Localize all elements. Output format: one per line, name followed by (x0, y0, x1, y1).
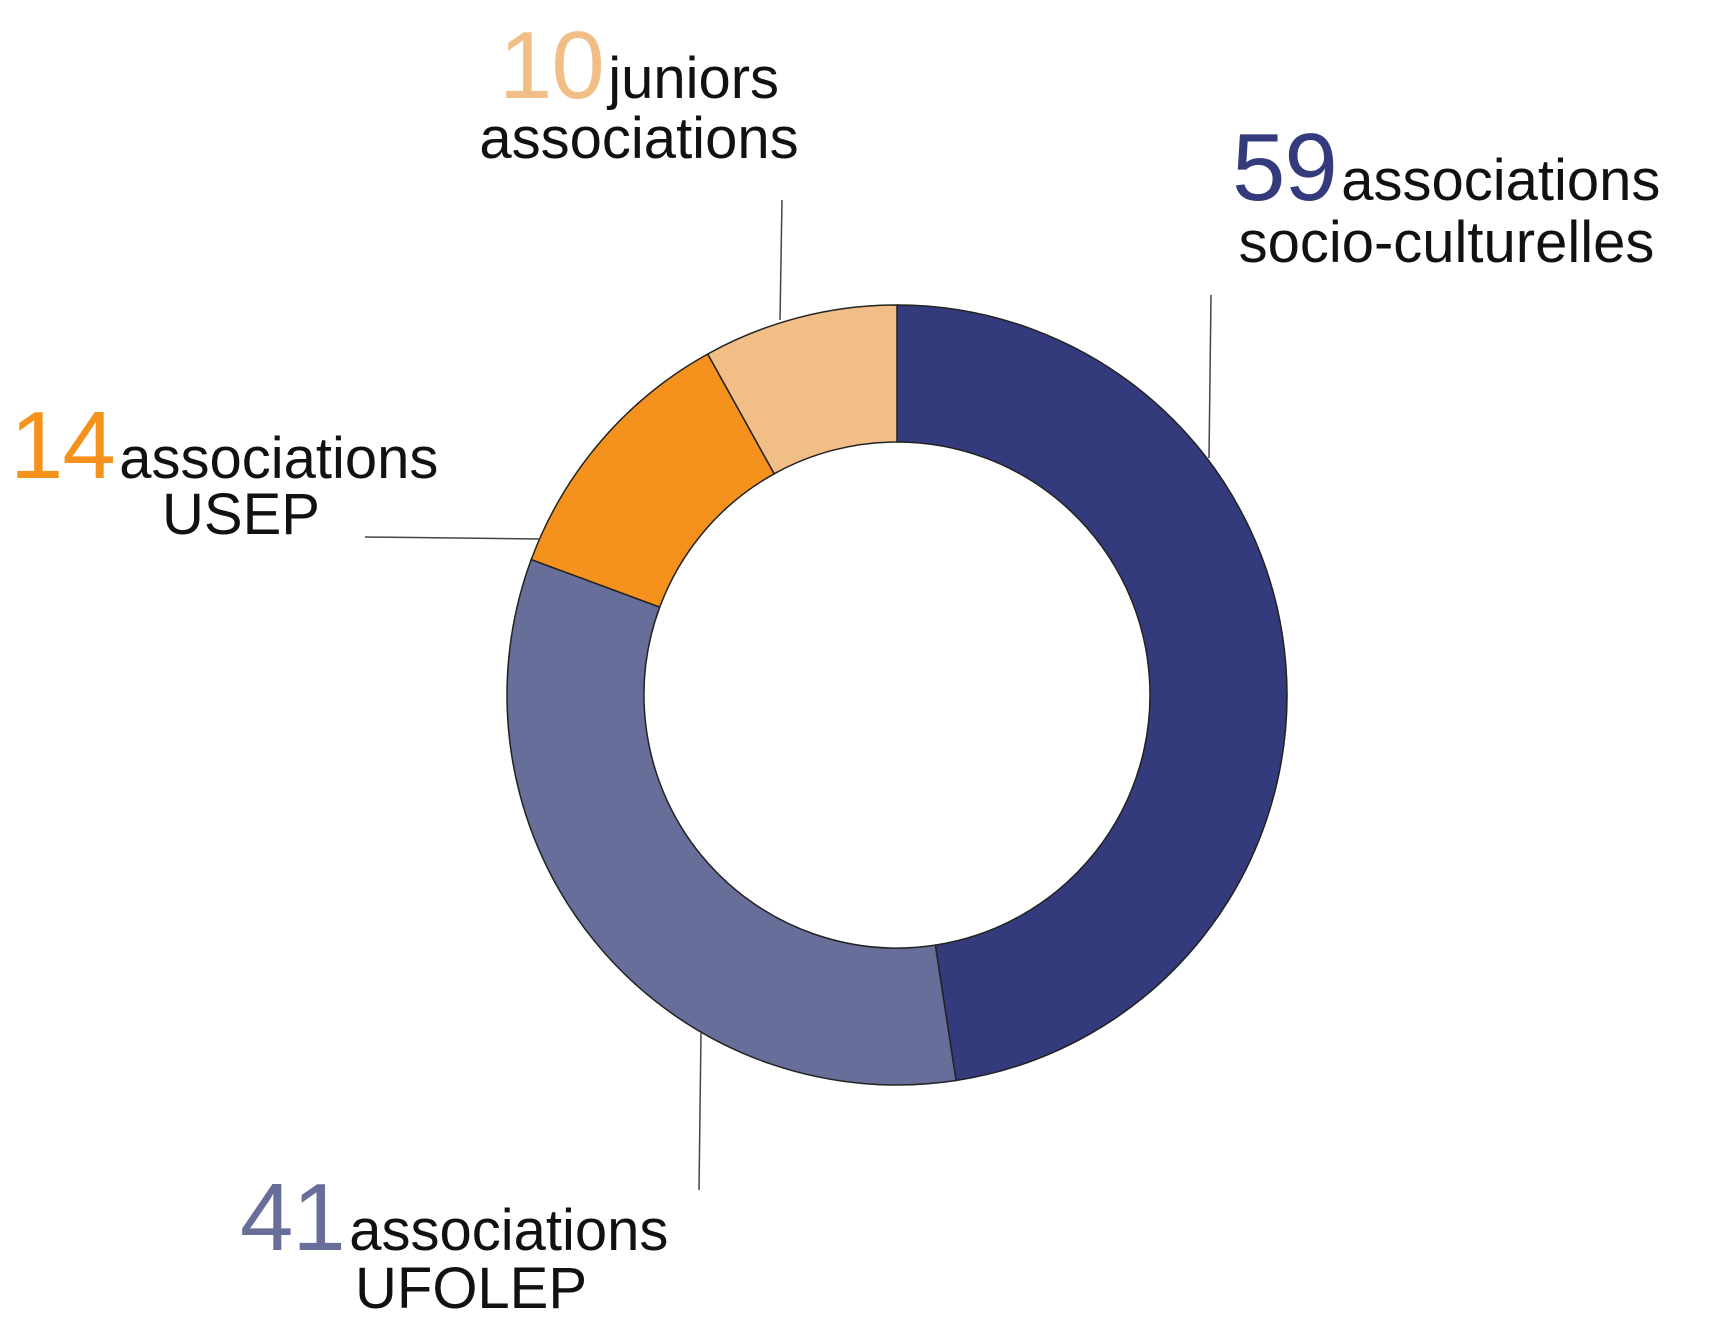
label-socio-culturelles-text-line2: socio-culturelles (1238, 210, 1655, 275)
slice-ufolep (506, 558, 957, 1086)
donut-slices (506, 304, 1288, 1086)
leader-line-juniors (779, 199, 783, 321)
slice-juniors (706, 304, 898, 475)
leader-lines (364, 199, 1212, 1191)
label-ufolep-text-line1: associations (349, 1198, 669, 1263)
label-socio-culturelles-text-line1: associations (1341, 148, 1661, 213)
label-ufolep-number: 41 (240, 1164, 346, 1271)
label-ufolep-text-line2: UFOLEP (355, 1256, 588, 1321)
label-usep-text-line1: associations (119, 426, 439, 491)
label-usep: 14 associations USEP (10, 398, 495, 544)
label-ufolep: 41 associations UFOLEP (240, 1170, 740, 1318)
leader-line-ufolep (698, 1032, 702, 1191)
leader-line-socio-culturelles (1208, 294, 1212, 459)
slice-socio-culturelles (896, 304, 1288, 1082)
label-juniors-text-line1: juniors (608, 46, 780, 111)
label-juniors-text-line2: associations (479, 106, 799, 171)
label-socio-culturelles: 59 associations socio-culturelles (1232, 120, 1660, 272)
label-socio-culturelles-number: 59 (1232, 114, 1338, 221)
label-usep-text-line2: USEP (162, 482, 320, 547)
label-juniors-number: 10 (498, 12, 605, 119)
label-usep-number: 14 (10, 392, 116, 499)
leader-line-usep (364, 536, 541, 540)
label-juniors-associations: 10 juniors associations (454, 18, 824, 168)
